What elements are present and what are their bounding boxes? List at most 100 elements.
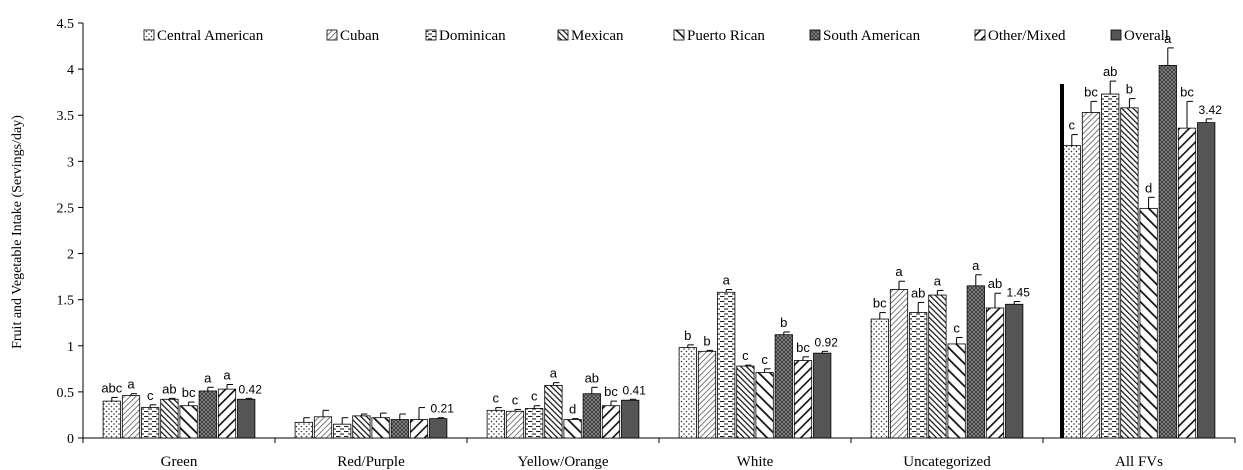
bar bbox=[390, 419, 409, 439]
bar bbox=[198, 390, 217, 439]
bar-value-label: a bbox=[895, 264, 903, 279]
bar-value-label: 3.42 bbox=[1199, 103, 1223, 117]
bar-value-label: bc bbox=[796, 340, 810, 355]
bar-value-label: ab bbox=[988, 276, 1002, 291]
bar-value-label: c bbox=[512, 392, 519, 407]
y-tick-label: 4.5 bbox=[57, 17, 75, 32]
legend-swatch bbox=[557, 29, 569, 41]
bar bbox=[486, 409, 505, 439]
y-axis-title: Fruit and Vegetable Intake (Servings/day… bbox=[10, 115, 25, 349]
bar bbox=[601, 405, 621, 439]
bar-value-label: a bbox=[223, 368, 231, 383]
bar-value-label: b bbox=[684, 328, 691, 343]
bar-value-label: ab bbox=[911, 285, 925, 300]
x-category-label: All FVs bbox=[1115, 454, 1163, 470]
y-tick-label: 1.5 bbox=[57, 294, 75, 309]
x-axis: Green Red/Purple Yellow/Orange White Uncateg… bbox=[82, 437, 1236, 470]
legend-label: Puerto Rican bbox=[687, 28, 765, 44]
bar bbox=[947, 343, 966, 439]
bar bbox=[505, 410, 525, 439]
legend: Central American Cuban Dominican Mexican Pue… bbox=[143, 28, 1169, 44]
bar-value-label: c bbox=[742, 348, 749, 363]
bar bbox=[1158, 65, 1177, 439]
legend-label: Dominican bbox=[439, 28, 506, 44]
legend-swatch bbox=[1110, 29, 1122, 41]
bar-value-label: a bbox=[550, 366, 558, 381]
bar bbox=[621, 399, 640, 439]
y-tick-label: 3 bbox=[67, 155, 74, 170]
bar-value-label: abc bbox=[101, 380, 122, 395]
legend-item: Dominican bbox=[425, 28, 506, 44]
bar-value-label: 0.41 bbox=[623, 383, 647, 397]
bar-value-label: c bbox=[1069, 118, 1076, 133]
bar bbox=[294, 421, 313, 439]
bar-value-label: ab bbox=[162, 381, 176, 396]
y-tick-label: 2.5 bbox=[57, 201, 75, 216]
bar-value-label: bc bbox=[182, 385, 196, 400]
bar-value-label: d bbox=[1145, 180, 1152, 195]
bar-value-label: a bbox=[934, 273, 942, 288]
bar bbox=[179, 405, 198, 439]
bar bbox=[409, 419, 429, 439]
legend-label: Other/Mixed bbox=[988, 28, 1066, 44]
bar-value-label: ab bbox=[585, 370, 599, 385]
bar bbox=[102, 400, 121, 439]
bar-value-label: c bbox=[531, 389, 538, 404]
bar-value-label: c bbox=[147, 388, 154, 403]
y-tick-label: 3.5 bbox=[57, 109, 75, 124]
bar-value-label: a bbox=[972, 258, 980, 273]
y-tick-label: 2 bbox=[67, 248, 74, 263]
legend-label: Cuban bbox=[340, 28, 380, 44]
bar bbox=[563, 419, 582, 439]
bar-value-label: d bbox=[569, 402, 576, 417]
bar bbox=[1101, 93, 1120, 439]
legend-item: Overall bbox=[1110, 28, 1169, 44]
bar-value-label: bc bbox=[1084, 84, 1098, 99]
legend-label: Mexican bbox=[571, 28, 624, 44]
bar bbox=[736, 365, 755, 439]
legend-item: Central American bbox=[143, 28, 264, 44]
bar bbox=[909, 312, 928, 439]
bar bbox=[774, 334, 793, 439]
bar bbox=[1139, 207, 1158, 439]
bar bbox=[1081, 112, 1101, 439]
bar bbox=[141, 407, 160, 439]
legend-label: Overall bbox=[1124, 28, 1169, 44]
bar bbox=[755, 372, 774, 439]
bar bbox=[160, 398, 179, 439]
bar-value-label: bc bbox=[604, 384, 618, 399]
legend-item: Puerto Rican bbox=[673, 28, 765, 44]
bar bbox=[889, 289, 909, 439]
bar-value-label: 0.21 bbox=[431, 402, 455, 416]
bar bbox=[1177, 127, 1197, 439]
bar-value-label: bc bbox=[1180, 84, 1194, 99]
bar bbox=[352, 415, 371, 439]
bar bbox=[371, 417, 390, 439]
legend-item: Cuban bbox=[326, 28, 380, 44]
bar bbox=[1120, 107, 1139, 439]
x-category-label: Uncategorized bbox=[903, 454, 991, 470]
legend-swatch bbox=[673, 29, 685, 41]
legend-swatch bbox=[809, 29, 821, 41]
bar bbox=[928, 294, 947, 439]
legend-item: Other/Mixed bbox=[974, 28, 1066, 44]
bar-value-label: 0.42 bbox=[239, 382, 263, 396]
bar bbox=[985, 307, 1005, 439]
x-category-label: Yellow/Orange bbox=[518, 454, 609, 470]
bar bbox=[544, 385, 563, 439]
bar bbox=[121, 395, 141, 439]
y-tick-label: 0.5 bbox=[57, 386, 75, 401]
bar-value-label: a bbox=[204, 370, 212, 385]
bar bbox=[525, 408, 544, 439]
bar-value-label: b bbox=[703, 333, 710, 348]
bar-value-label: bc bbox=[873, 296, 887, 311]
bar bbox=[678, 347, 697, 439]
bar-value-label: b bbox=[1126, 82, 1133, 97]
bar-value-label: c bbox=[761, 352, 768, 367]
y-tick-label: 0 bbox=[67, 432, 74, 447]
legend-swatch bbox=[425, 29, 437, 41]
bar bbox=[966, 285, 985, 439]
bar-value-label: c bbox=[953, 320, 960, 335]
